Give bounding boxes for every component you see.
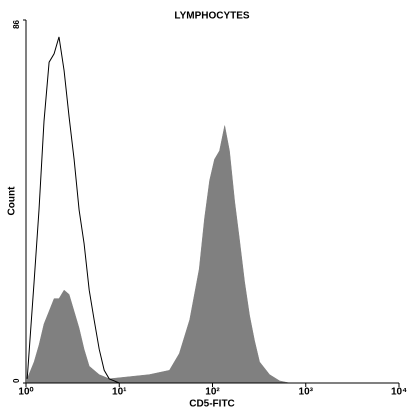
y-axis-label: Count xyxy=(7,186,18,216)
chart-title: LYMPHOCYTES xyxy=(174,11,250,22)
histogram-outline xyxy=(26,36,120,384)
histogram-area xyxy=(26,125,290,384)
x-tick-label: 10⁰ xyxy=(18,387,33,398)
y-tick-label: 86 xyxy=(12,19,21,28)
x-tick-label: 10² xyxy=(205,387,220,398)
x-tick-label: 10⁴ xyxy=(391,387,407,398)
x-tick-label: 10¹ xyxy=(112,387,127,398)
y-tick-label: 0 xyxy=(12,378,21,383)
x-tick-label: 10³ xyxy=(299,387,314,398)
x-axis-label: CD5-FITC xyxy=(189,399,235,410)
